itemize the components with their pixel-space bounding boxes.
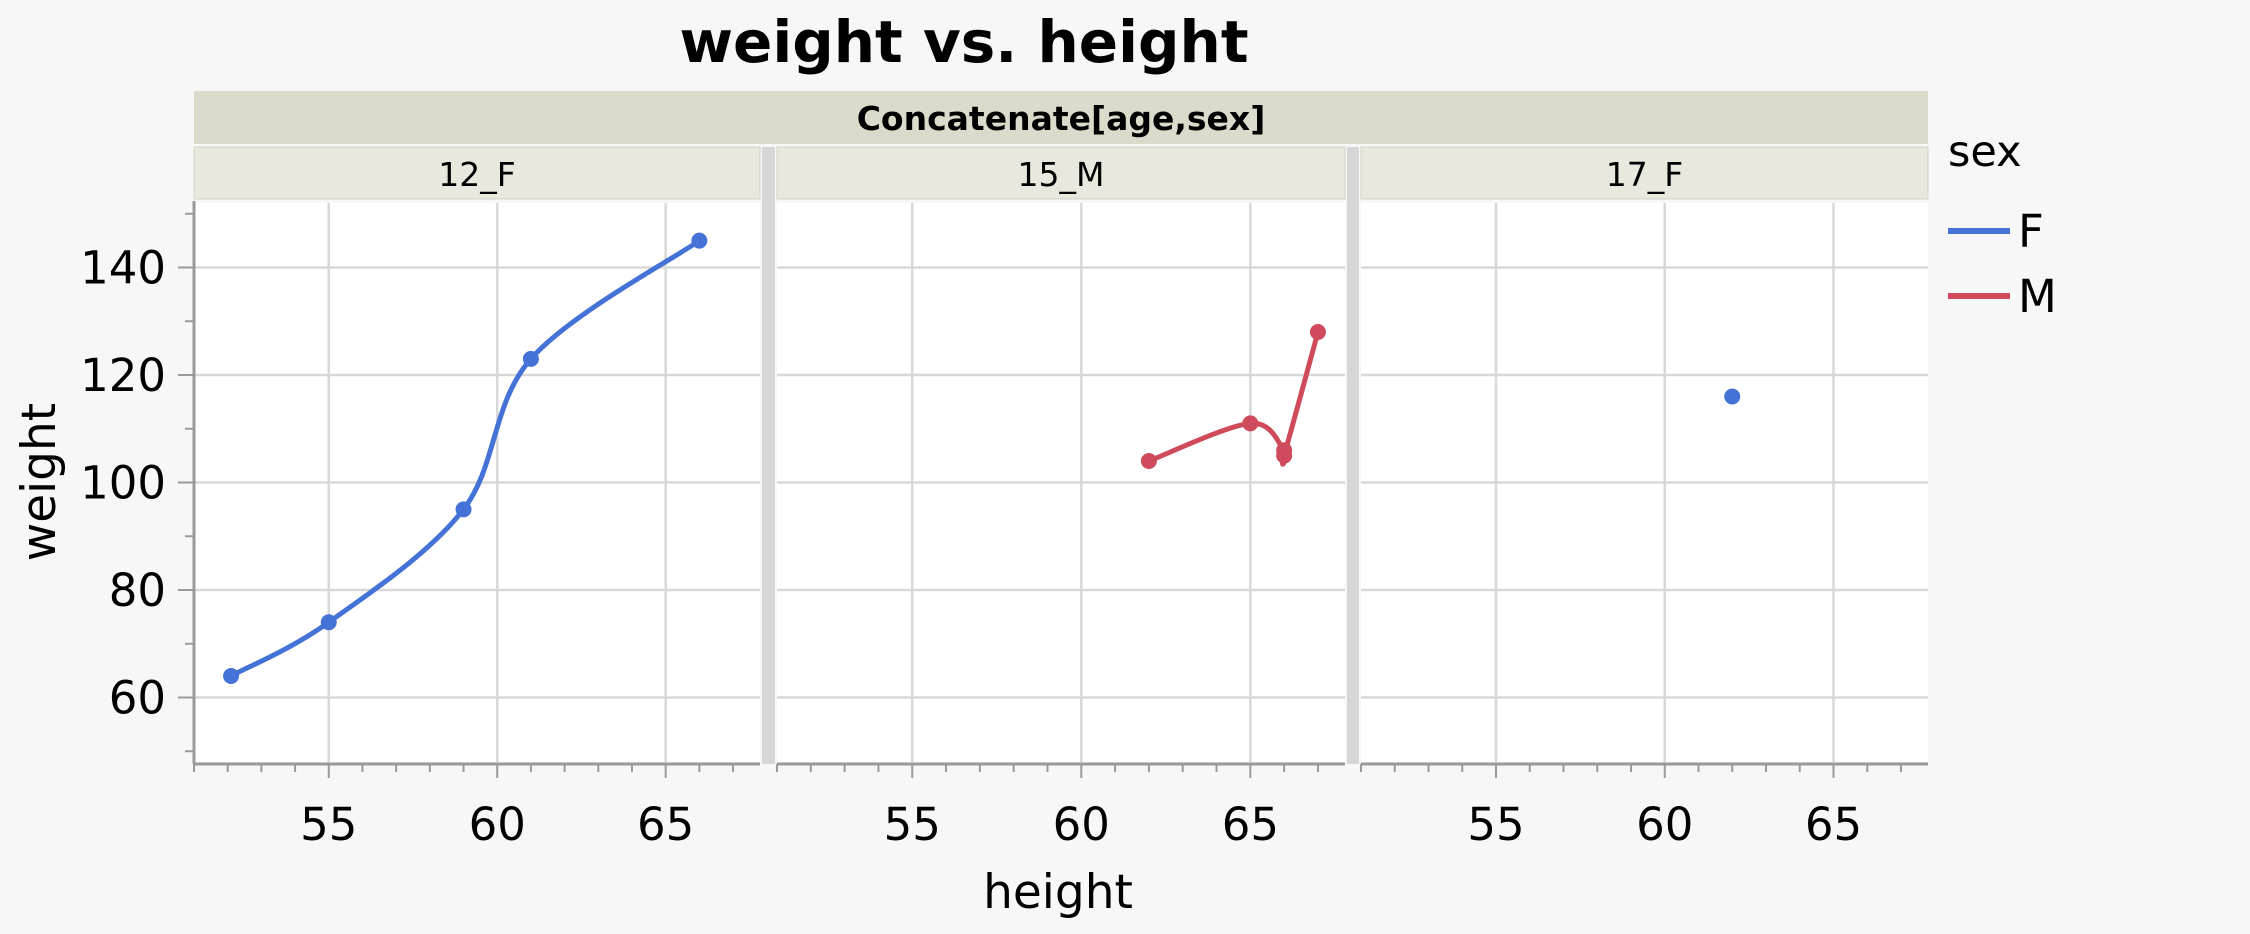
- y-tick-label: 60: [109, 672, 166, 725]
- x-tick-label: 55: [884, 798, 941, 851]
- legend-title: sex: [1948, 127, 2022, 177]
- panel-label-strip: [1360, 146, 1929, 200]
- legend-label-F: F: [2018, 205, 2044, 258]
- panel-separator: [1347, 147, 1359, 764]
- data-point: [522, 350, 539, 367]
- data-point: [223, 668, 240, 684]
- smoother-line-F: [228, 238, 702, 679]
- data-point: [320, 614, 337, 631]
- panel-label-strip: [193, 146, 761, 200]
- group-header: [194, 91, 1928, 144]
- x-axis: 55 60 65 55 60 65 55 60 65: [193, 762, 1928, 851]
- x-tick-label: 65: [637, 798, 694, 851]
- panel-label: 17_F: [1606, 155, 1683, 194]
- y-axis: 60 80 100 120 140: [80, 201, 196, 764]
- panel-label-strip: [776, 146, 1346, 200]
- y-tick-label: 100: [80, 457, 166, 510]
- panel-12_F: 12_F: [193, 146, 761, 762]
- chart-title: weight vs. height: [679, 8, 1248, 76]
- panel-label: 12_F: [438, 155, 515, 194]
- x-tick-label: 60: [1636, 798, 1693, 851]
- x-tick-label: 65: [1805, 798, 1862, 851]
- group-header-label: Concatenate[age,sex]: [857, 99, 1266, 138]
- data-point: [1140, 453, 1157, 469]
- legend-label-M: M: [2018, 270, 2057, 323]
- x-tick-label: 60: [1053, 798, 1110, 851]
- panel-separator: [762, 147, 775, 764]
- y-axis-title: weight: [12, 403, 67, 561]
- legend: sex FM: [1948, 127, 2057, 323]
- y-tick-label: 120: [80, 349, 166, 402]
- data-point: [455, 501, 472, 518]
- x-tick-label: 55: [1467, 798, 1524, 851]
- x-tick-label: 65: [1222, 798, 1279, 851]
- x-axis-title: height: [983, 865, 1133, 920]
- x-tick-label: 55: [300, 798, 357, 851]
- panel-17_F: 17_F: [1360, 146, 1929, 762]
- panel-15_M: 15_M: [776, 146, 1346, 762]
- data-point: [1276, 447, 1293, 464]
- y-tick-label: 80: [109, 564, 166, 617]
- data-point: [1724, 388, 1741, 405]
- data-point: [1242, 415, 1259, 432]
- y-tick-label: 140: [80, 242, 166, 295]
- panels-layer: 12_F 15_M 17_F: [193, 146, 1929, 764]
- data-point: [1309, 324, 1326, 340]
- x-tick-label: 60: [469, 798, 526, 851]
- data-point: [691, 232, 708, 249]
- panel-label: 15_M: [1018, 155, 1105, 194]
